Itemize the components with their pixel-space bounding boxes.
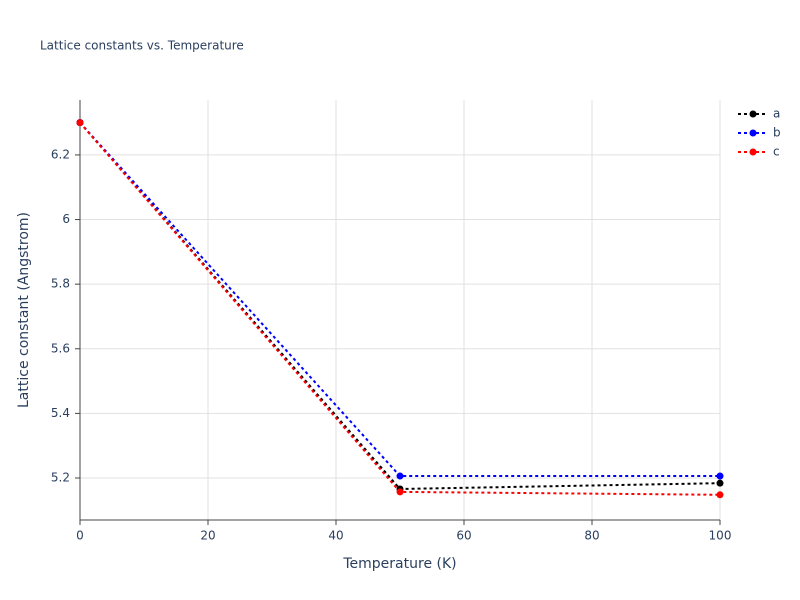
y-tick-label: 5.8 [51, 277, 70, 291]
data-point [396, 488, 404, 496]
x-tick-label: 40 [328, 529, 343, 543]
y-axis-title: Lattice constant (Angstrom) [16, 212, 32, 408]
series-line [79, 121, 721, 496]
legend-label: b [773, 126, 781, 140]
legend-marker [749, 148, 757, 156]
x-axis-title: Temperature (K) [342, 556, 456, 572]
y-tick-label: 5.6 [51, 341, 70, 355]
x-tick-label: 20 [200, 529, 215, 543]
x-tick-label: 80 [584, 529, 599, 543]
data-point [396, 472, 404, 480]
legend-label: a [773, 107, 780, 121]
y-tick-label: 5.4 [51, 406, 70, 420]
data-point [716, 479, 724, 487]
series-line [79, 121, 720, 478]
chart-title: Lattice constants vs. Temperature [40, 39, 244, 53]
x-tick-label: 100 [709, 529, 732, 543]
legend-label: c [773, 145, 780, 159]
data-point [76, 119, 84, 127]
data-point [716, 491, 724, 499]
legend-marker [749, 129, 757, 137]
y-tick-label: 6.2 [51, 147, 70, 161]
series-line [79, 121, 721, 490]
y-tick-label: 5.2 [51, 471, 70, 485]
y-tick-label: 6 [62, 212, 70, 226]
x-tick-label: 0 [76, 529, 84, 543]
x-tick-label: 60 [456, 529, 471, 543]
data-point [716, 472, 724, 480]
legend-marker [749, 110, 757, 118]
